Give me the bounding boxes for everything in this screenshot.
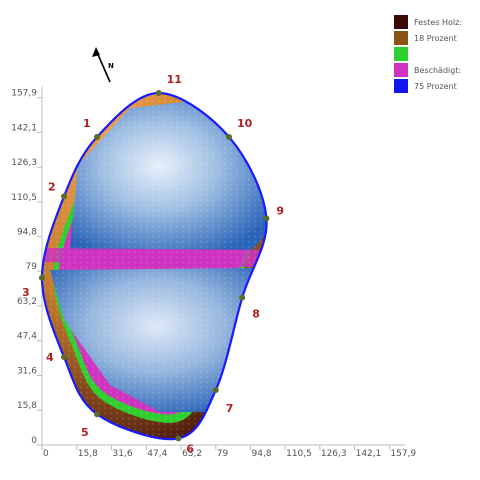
y-tick-label: 15,8 [17,401,37,411]
trunk-outline [40,91,268,441]
x-axis-ticks: 0 15,8 31,6 47,4 63,2 79 94,8 110,5 126,3 142,1 15… [41,445,416,459]
measurement-point-label: 10 [237,117,253,130]
measurement-point-label: 6 [186,442,194,455]
measurement-point-label: 8 [252,308,260,321]
legend-label: Beschädigt: [414,66,461,75]
measurement-point [226,134,232,140]
measurement-point-label: 9 [276,204,284,217]
legend-swatch [394,31,408,45]
x-tick-label: 79 [217,449,229,459]
y-tick-label: 157,9 [11,89,37,99]
y-tick-label: 31,6 [17,366,37,376]
x-tick-label: 15,8 [78,449,98,459]
north-arrow: N [92,47,114,83]
x-tick-label: 0 [43,449,49,459]
measurement-point-label: 5 [81,426,89,439]
y-tick-label: 0 [31,436,37,446]
measurement-point-label: 1 [83,117,91,130]
measurement-point-label: 4 [46,351,54,364]
y-tick-label: 142,1 [11,123,37,133]
y-tick-label: 126,3 [11,158,37,168]
legend-swatch [394,15,408,29]
measurement-point [94,411,100,418]
x-tick-label: 110,5 [286,449,312,459]
y-tick-label: 63,2 [17,297,37,307]
measurement-point [239,294,246,301]
y-axis-ticks: 0 15,8 31,6 47,4 63,2 79 94,8 110,5 126,3 142,1 15… [11,89,42,446]
measurement-points: 1 2 3 4 5 6 7 8 9 10 11 [22,73,284,455]
legend-label: Festes Holz: [414,18,462,27]
legend-swatch [394,79,408,93]
measurement-point [263,215,270,222]
measurement-point [155,90,162,96]
x-tick-label: 94,8 [252,449,272,459]
y-tick-label: 47,4 [17,332,37,342]
x-tick-label: 63,2 [182,449,202,459]
y-tick-label: 79 [26,262,38,272]
measurement-point [61,354,67,360]
measurement-point-label: 7 [226,402,234,415]
legend-label: 18 Prozent [414,34,457,43]
x-tick-label: 47,4 [147,449,167,459]
legend: Festes Holz: 18 Prozent Beschädigt: 75 Proz… [394,15,462,93]
measurement-point-label: 3 [22,286,30,299]
legend-swatch [394,63,408,77]
y-tick-label: 94,8 [17,227,37,237]
north-label: N [108,62,114,70]
x-tick-label: 31,6 [113,449,133,459]
x-tick-label: 142,1 [356,449,382,459]
measurement-point-label: 2 [48,180,56,193]
measurement-point [175,435,182,442]
legend-label: 75 Prozent [414,82,457,91]
measurement-point [61,193,67,200]
measurement-point [212,387,219,393]
y-tick-label: 110,5 [11,193,37,203]
measurement-point [39,274,45,281]
legend-swatch [394,47,408,61]
x-tick-label: 157,9 [390,449,416,459]
measurement-point-label: 11 [167,73,182,86]
north-arrow-head [92,47,100,57]
x-tick-label: 126,3 [321,449,347,459]
measurement-point [94,134,100,140]
